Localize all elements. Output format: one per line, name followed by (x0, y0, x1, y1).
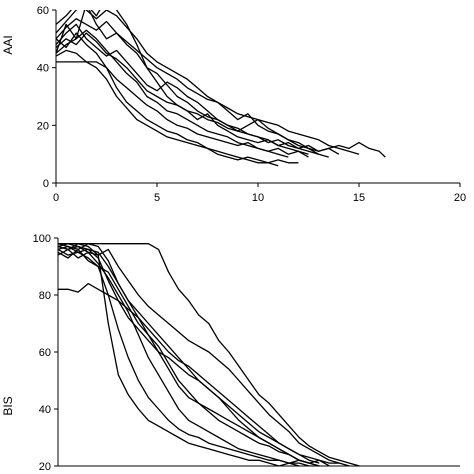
series-line-5 (58, 243, 300, 466)
series-line-10 (56, 18, 360, 155)
series-line-9 (56, 49, 279, 167)
aai-panel: 0 20 40 60 0 5 10 15 20 AAI (1, 5, 466, 204)
y-tick-label: 0 (43, 178, 49, 190)
y-tick-label: 40 (39, 404, 51, 416)
y-tick-label: 100 (33, 233, 51, 245)
series-line-2 (58, 245, 340, 464)
series-line-2 (56, 32, 309, 158)
y-tick-label: 60 (37, 5, 49, 17)
series-line-7 (58, 243, 330, 466)
series-line-4 (56, 10, 319, 155)
y-tick-label: 40 (37, 63, 49, 75)
y-axis-title: AAI (1, 35, 15, 54)
y-tick-label: 20 (37, 120, 49, 132)
series-line-8 (56, 32, 340, 155)
series-line-3 (58, 245, 320, 466)
series-line-6 (58, 248, 310, 464)
x-tick-label: 15 (353, 192, 365, 204)
series-line-6 (56, 29, 289, 158)
y-axis-title: BIS (1, 396, 15, 415)
series-group (56, 10, 386, 167)
x-tick-label: 5 (154, 192, 160, 204)
series-line-1 (58, 243, 360, 466)
series-line-4 (58, 282, 320, 464)
series-line-3 (56, 61, 299, 164)
series-line-9 (58, 243, 350, 466)
y-tick-label: 60 (39, 347, 51, 359)
series-line-7 (56, 10, 309, 155)
bis-panel: 20 40 60 80 100 BIS (1, 233, 460, 473)
x-tick-label: 10 (252, 192, 264, 204)
series-line-5 (56, 23, 329, 158)
y-tick-label: 80 (39, 290, 51, 302)
x-tick-label: 20 (454, 192, 466, 204)
y-tick-label: 20 (39, 461, 51, 473)
series-group (58, 243, 360, 466)
series-line-10 (58, 248, 320, 466)
x-tick-label: 0 (53, 192, 59, 204)
series-line-8 (58, 248, 320, 466)
